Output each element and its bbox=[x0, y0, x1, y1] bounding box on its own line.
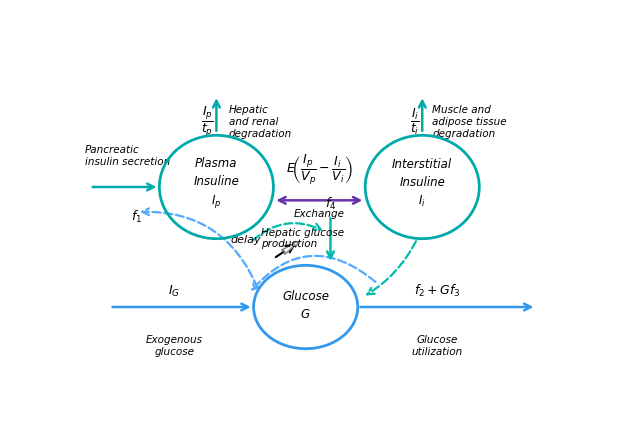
Text: Exchange: Exchange bbox=[294, 209, 345, 219]
Text: $\dfrac{I_i}{t_i}$: $\dfrac{I_i}{t_i}$ bbox=[410, 107, 420, 137]
Text: Exogenous
glucose: Exogenous glucose bbox=[146, 336, 203, 357]
Text: delay: delay bbox=[230, 236, 261, 246]
Text: Interstitial
Insuline
$I_i$: Interstitial Insuline $I_i$ bbox=[392, 158, 452, 210]
Text: $E\!\left(\dfrac{I_p}{V_p} - \dfrac{I_i}{V_i}\right)$: $E\!\left(\dfrac{I_p}{V_p} - \dfrac{I_i}… bbox=[285, 153, 353, 187]
Text: Glucose
utilization: Glucose utilization bbox=[412, 336, 463, 357]
Text: Pancreatic
insulin secretion: Pancreatic insulin secretion bbox=[85, 145, 170, 167]
Text: Muscle and
adipose tissue
degradation: Muscle and adipose tissue degradation bbox=[432, 105, 507, 139]
Text: $\dfrac{I_p}{t_p}$: $\dfrac{I_p}{t_p}$ bbox=[201, 105, 214, 139]
Text: Plasma
Insuline
$I_p$: Plasma Insuline $I_p$ bbox=[193, 157, 239, 210]
Text: $I_G$: $I_G$ bbox=[168, 284, 180, 299]
Text: $f_4$: $f_4$ bbox=[324, 196, 336, 212]
Text: Hepatic
and renal
degradation: Hepatic and renal degradation bbox=[229, 105, 292, 139]
Text: $f_2 + Gf_3$: $f_2 + Gf_3$ bbox=[414, 283, 460, 299]
Text: Glucose
$G$: Glucose $G$ bbox=[282, 290, 329, 321]
Text: Hepatic glucose
production: Hepatic glucose production bbox=[261, 228, 344, 249]
Text: $f_1$: $f_1$ bbox=[131, 209, 143, 225]
